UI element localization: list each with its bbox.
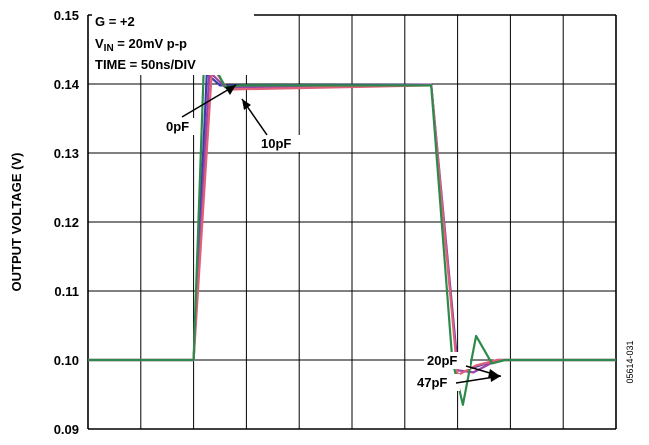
vin-subscript: IN [104, 43, 114, 54]
y-tick-label: 0.12 [54, 215, 79, 230]
vin-label: VIN = 20mV p-p [95, 36, 187, 54]
annotation-0pf-arrowhead [225, 85, 236, 95]
y-axis-label: OUTPUT VOLTAGE (V) [9, 153, 24, 292]
y-tick-label: 0.10 [54, 353, 79, 368]
annotation-0pf: 0pF [164, 84, 237, 135]
annotation-47pf: 47pF [414, 373, 502, 391]
gain-label: G = +2 [95, 14, 135, 29]
annotation-10pf: 10pF [241, 98, 304, 152]
annotation-10pf-background [258, 135, 304, 152]
annotation-20pf-background [424, 352, 470, 369]
y-tick-label: 0.09 [54, 422, 79, 437]
vin-main: V [95, 36, 104, 51]
annotation-0pf-label: 0pF [166, 119, 189, 134]
annotation-0pf-arrow [181, 84, 237, 118]
info-box-background [92, 13, 254, 75]
y-tick-label: 0.13 [54, 146, 79, 161]
y-tick-label: 0.11 [54, 284, 79, 299]
figure-id: 05614-031 [625, 340, 635, 383]
annotation-0pf-background [164, 118, 196, 135]
time-label: TIME = 50ns/DIV [95, 57, 196, 72]
grid [87, 14, 617, 430]
y-tick-labels: 0.09 0.10 0.11 0.12 0.13 0.14 0.15 [54, 8, 80, 437]
annotation-20pf-label: 20pF [427, 353, 457, 368]
info-box: G = +2 VIN = 20mV p-p TIME = 50ns/DIV [92, 13, 254, 75]
y-tick-label: 0.14 [54, 77, 80, 92]
annotation-47pf-background [414, 374, 460, 391]
annotation-47pf-label: 47pF [417, 375, 447, 390]
annotation-10pf-label: 10pF [261, 136, 291, 151]
annotation-47pf-arrowhead [490, 373, 501, 382]
y-tick-label: 0.15 [54, 8, 79, 23]
vin-rest: = 20mV p-p [114, 36, 187, 51]
annotation-10pf-arrowhead [242, 99, 251, 110]
